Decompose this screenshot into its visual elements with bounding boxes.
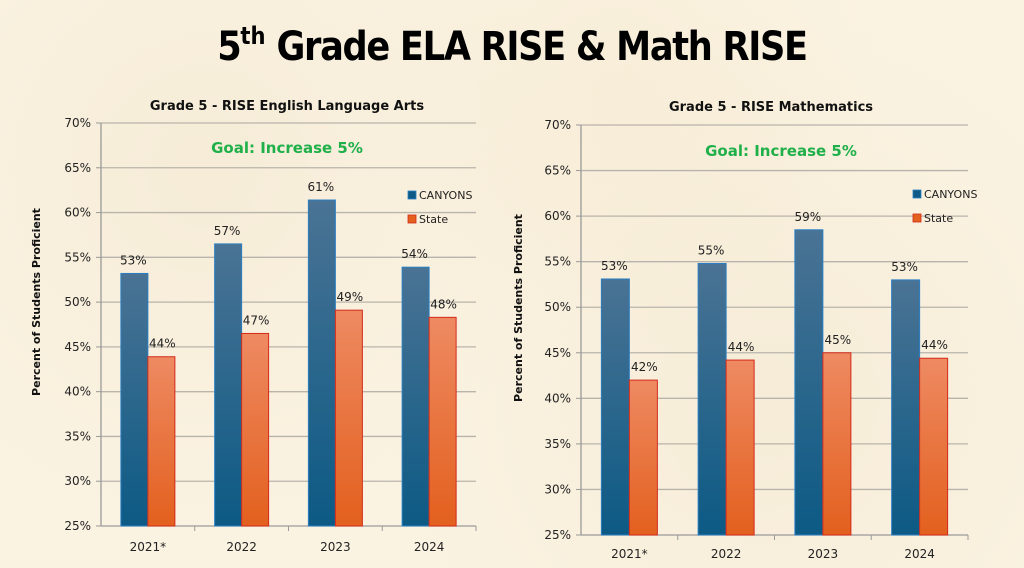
math-y-tick-label: 40%: [544, 391, 571, 405]
ela-bar-canyons: [120, 272, 149, 527]
ela-bar-state: [147, 356, 176, 527]
ela-data-label-state: 47%: [243, 313, 270, 327]
ela-data-label-state: 48%: [430, 297, 457, 311]
math-y-tick-label: 45%: [544, 346, 571, 360]
ela-data-label-canyons: 61%: [308, 180, 335, 194]
ela-bar-canyons: [307, 199, 336, 527]
ela-y-tick-label: 55%: [64, 250, 91, 264]
slide-title: 5th Grade ELA RISE & Math RISE: [61, 22, 962, 70]
ela-y-axis-title: Percent of Students Proficient: [30, 208, 43, 396]
ela-data-label-state: 49%: [337, 290, 364, 304]
math-x-tick-label: 2021*: [611, 547, 648, 561]
ela-x-tick-label: 2022: [226, 540, 257, 554]
ela-x-tick-label: 2021*: [130, 540, 167, 554]
math-bar-canyons: [600, 278, 630, 536]
math-y-axis-title: Percent of Students Proficient: [512, 214, 525, 402]
math-bar-state: [628, 379, 658, 536]
ela-y-tick-label: 60%: [64, 206, 91, 220]
math-bar-state: [919, 357, 949, 536]
math-bar-canyons: [891, 279, 921, 536]
ela-bar-state: [334, 309, 363, 527]
ela-data-label-canyons: 57%: [214, 224, 241, 238]
ela-y-tick-label: 50%: [64, 295, 91, 309]
math-data-label-canyons: 59%: [795, 210, 822, 224]
ela-y-tick-label: 45%: [64, 340, 91, 354]
math-y-tick-label: 35%: [544, 437, 571, 451]
slide-title-prefix: 5: [217, 24, 242, 70]
slide-title-superscript: th: [240, 22, 266, 50]
ela-chart-title: Grade 5 - RISE English Language Arts: [150, 99, 424, 114]
math-data-label-state: 44%: [728, 340, 755, 354]
math-legend-label-state: State: [924, 212, 953, 225]
math-x-tick-label: 2023: [808, 547, 839, 561]
ela-legend-swatch-state: [407, 214, 417, 224]
ela-y-tick-label: 65%: [64, 161, 91, 175]
math-data-label-canyons: 55%: [698, 243, 725, 257]
math-data-label-state: 45%: [825, 333, 852, 347]
math-data-label-canyons: 53%: [891, 260, 918, 274]
math-data-label-state: 42%: [631, 360, 658, 374]
math-y-tick-label: 60%: [544, 209, 571, 223]
math-bar-canyons: [794, 229, 824, 536]
math-bar-canyons: [697, 262, 727, 536]
math-bar-state: [822, 352, 852, 536]
math-y-tick-label: 65%: [544, 164, 571, 178]
ela-data-label-canyons: 53%: [120, 253, 147, 267]
math-goal-annotation: Goal: Increase 5%: [705, 142, 857, 160]
ela-bar-state: [428, 316, 457, 527]
math-y-tick-label: 50%: [544, 300, 571, 314]
ela-bar-state: [241, 332, 270, 527]
ela-y-tick-label: 40%: [64, 385, 91, 399]
ela-legend-swatch-canyons: [407, 190, 417, 200]
ela-x-tick-label: 2023: [320, 540, 351, 554]
math-y-tick-label: 25%: [544, 528, 571, 542]
math-legend-label-canyons: CANYONS: [924, 188, 977, 201]
math-legend-swatch-canyons: [912, 189, 922, 199]
math-legend-swatch-state: [912, 213, 922, 223]
ela-chart: Grade 5 - RISE English Language Arts 25% 3…: [30, 99, 477, 554]
ela-legend-label-canyons: CANYONS: [419, 189, 472, 202]
ela-y-tick-label: 70%: [64, 116, 91, 130]
ela-y-tick-label: 25%: [64, 519, 91, 533]
math-y-tick-label: 30%: [544, 482, 571, 496]
math-bar-state: [725, 359, 755, 536]
math-data-label-canyons: 53%: [601, 259, 628, 273]
ela-y-tick-label: 30%: [64, 474, 91, 488]
math-x-tick-label: 2022: [711, 547, 742, 561]
ela-goal-annotation: Goal: Increase 5%: [211, 139, 363, 157]
ela-y-tick-label: 35%: [64, 429, 91, 443]
math-chart-title: Grade 5 - RISE Mathematics: [669, 100, 873, 115]
ela-legend-label-state: State: [419, 213, 448, 226]
math-y-tick-label: 70%: [544, 118, 571, 132]
ela-bar-canyons: [401, 266, 430, 527]
math-y-tick-label: 55%: [544, 255, 571, 269]
ela-x-tick-label: 2024: [414, 540, 445, 554]
slide-title-rest: Grade ELA RISE & Math RISE: [265, 24, 808, 70]
ela-data-label-state: 44%: [149, 337, 176, 351]
ela-data-label-canyons: 54%: [401, 247, 428, 261]
math-x-tick-label: 2024: [904, 547, 935, 561]
math-data-label-state: 44%: [921, 338, 948, 352]
